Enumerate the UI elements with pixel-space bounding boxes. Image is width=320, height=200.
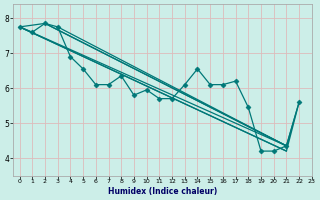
X-axis label: Humidex (Indice chaleur): Humidex (Indice chaleur): [108, 187, 217, 196]
